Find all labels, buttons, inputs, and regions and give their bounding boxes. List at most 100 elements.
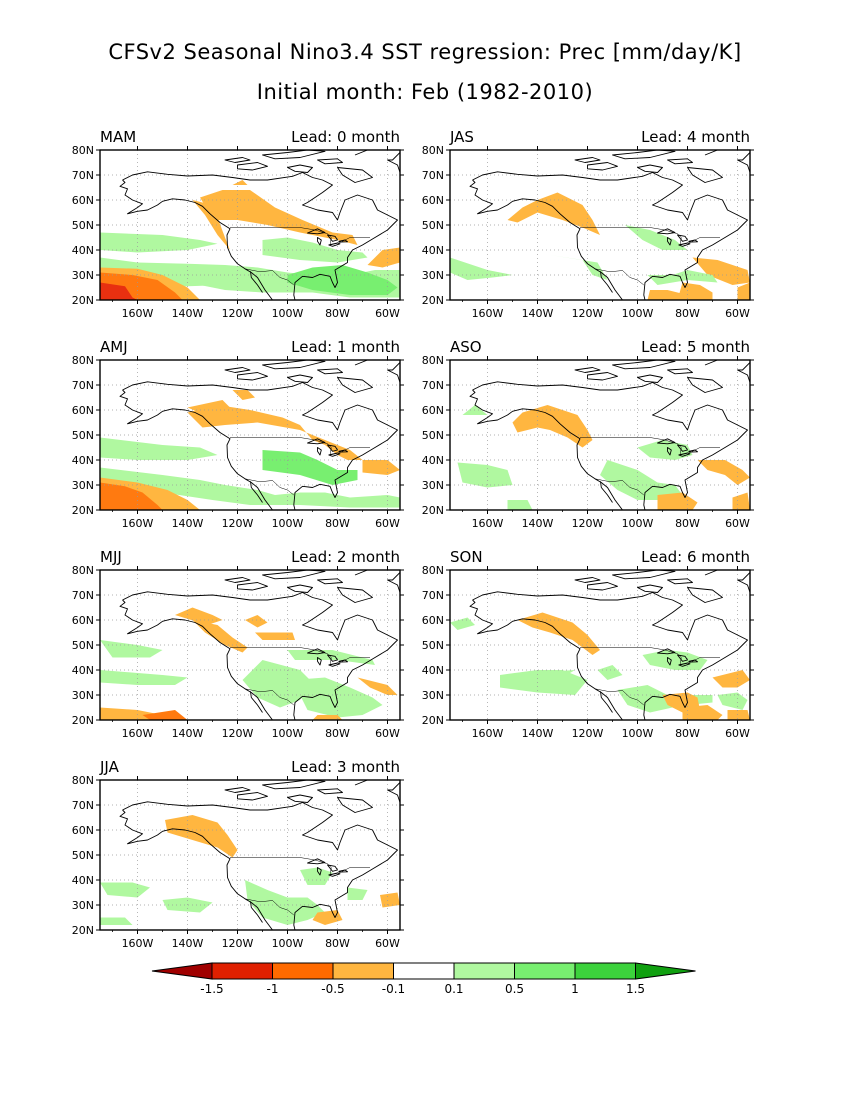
lon-label: 160W [472,307,504,320]
great-lake [688,449,698,453]
lon-label: 60W [725,307,750,320]
coastline-east [122,381,398,510]
precip-anomaly-9 [232,390,255,400]
lon-label: 160W [122,517,154,530]
precip-anomaly-4 [625,225,688,250]
border-us-canada [230,857,370,876]
precip-anomaly-10 [242,660,313,708]
coastline-greenland [354,360,400,384]
coastline-east [472,591,748,720]
lon-label: 60W [375,517,400,530]
lat-label: 70N [72,379,94,392]
lon-label: 160W [122,937,154,950]
lon-label: 140W [172,937,204,950]
arctic-island [667,578,693,585]
lat-label: 30N [422,479,444,492]
arctic-island [337,587,373,603]
precip-anomaly-6 [697,460,750,485]
panel-season-label: SON [450,548,483,566]
precip-anomaly-8 [380,892,400,908]
coastline-baja [600,481,613,503]
coastline-greenland [704,360,750,384]
arctic-island [687,377,723,393]
border-us-canada [580,647,720,666]
border-us-mexico [244,268,294,286]
lat-label: 20N [72,294,94,307]
shaded-regions [100,570,400,720]
lat-label: 20N [422,504,444,517]
precip-anomaly-4 [255,632,295,640]
lon-label: 140W [522,517,554,530]
map-panel-aso: 20N 30N 40N 50N 60N 70N 80N 160W 140W 120W 100W 80W… [422,338,754,530]
shaded-regions [100,780,400,930]
precip-anomaly-14 [312,715,343,720]
precip-anomaly-3 [262,450,358,485]
precip-anomaly-6 [100,482,163,510]
great-lake [307,858,326,865]
lon-label: 120W [222,307,254,320]
lon-label: 80W [325,937,350,950]
lon-label: 140W [522,727,554,740]
precip-anomaly-7 [347,887,368,900]
great-lake [338,659,348,663]
precip-anomaly-6 [647,290,688,300]
precip-anomaly-6 [617,685,673,713]
panel-lead-label: Lead: 1 month [291,338,400,356]
panel-lead-label: Lead: 5 month [641,338,750,356]
lon-label: 100W [272,937,304,950]
lon-label: 120W [572,727,604,740]
lon-label: 140W [172,727,204,740]
lon-label: 120W [222,937,254,950]
lat-label: 80N [422,354,444,367]
precip-anomaly-3 [245,615,268,628]
border-us-canada [230,647,370,666]
shaded-regions [450,570,750,720]
lat-label: 40N [72,874,94,887]
lat-label: 40N [422,244,444,257]
precip-anomaly-4 [362,460,400,475]
lon-label: 160W [472,517,504,530]
panel-lead-label: Lead: 6 month [641,548,750,566]
map-panel-mjj: 20N 30N 40N 50N 60N 70N 80N 160W 140W 120W 100W 80W… [72,548,404,740]
great-lake [657,648,676,655]
arctic-island [287,164,313,173]
lat-label: 60N [72,194,94,207]
precip-anomaly-1 [507,192,600,235]
precip-anomaly-3 [100,232,218,253]
panel-season-label: AMJ [100,338,128,356]
precip-anomaly-8 [100,282,138,300]
lat-label: 60N [422,614,444,627]
arctic-island [337,797,373,813]
lon-label: 160W [122,307,154,320]
panel-season-label: MJJ [100,548,122,566]
arctic-island [317,368,343,375]
panel-season-label: ASO [450,338,482,356]
lat-label: 30N [72,899,94,912]
border-us-mexico [594,478,644,496]
arctic-island [262,150,326,160]
arctic-island [574,577,601,583]
coastline-baja [250,901,263,923]
precip-anomaly-5 [692,257,750,285]
coastline-west [119,599,273,720]
precip-anomaly-4 [262,237,368,263]
coastline-baja [250,691,263,713]
coastline-greenland [354,150,400,174]
lon-label: 100W [622,307,654,320]
lon-label: 100W [622,727,654,740]
lon-label: 160W [122,727,154,740]
precip-anomaly-7 [100,670,188,685]
arctic-island [287,584,313,593]
coastline-west [469,179,623,300]
precip-anomaly-6 [100,640,163,658]
lon-label: 120W [572,517,604,530]
lon-label: 160W [472,727,504,740]
lat-label: 80N [72,774,94,787]
coastline-east [122,171,398,300]
great-lake [688,659,698,663]
coastline-west [119,389,273,510]
coastline-greenland [354,780,400,804]
lon-label: 120W [222,727,254,740]
lon-label: 120W [222,517,254,530]
arctic-island [237,792,268,801]
